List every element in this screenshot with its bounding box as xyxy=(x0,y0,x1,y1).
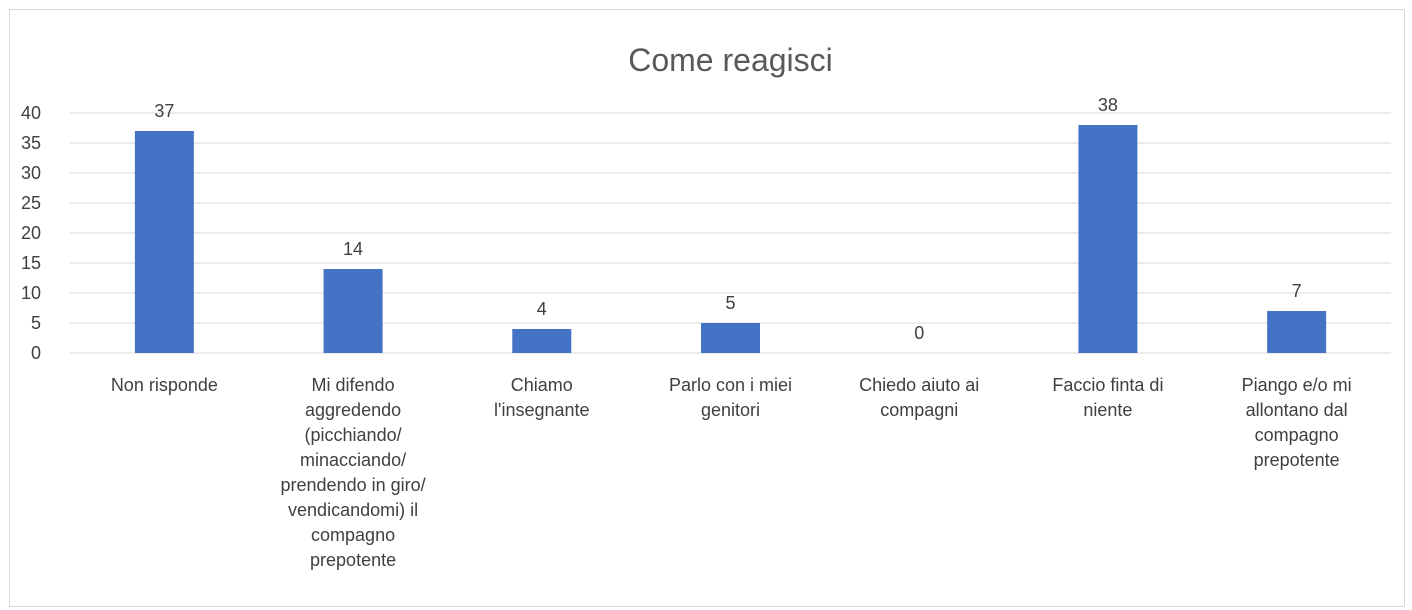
data-label: 5 xyxy=(725,293,735,313)
y-tick-label: 20 xyxy=(21,223,41,243)
data-label: 0 xyxy=(914,323,924,343)
bars xyxy=(134,125,1327,353)
y-axis-ticks: 0 5 10 15 20 25 30 35 40 xyxy=(21,103,41,363)
chart-title: Come reagisci xyxy=(628,42,833,78)
y-tick-label: 15 xyxy=(21,253,41,273)
y-tick-label: 30 xyxy=(21,163,41,183)
data-label: 38 xyxy=(1098,95,1118,115)
y-tick-label: 25 xyxy=(21,193,41,213)
data-label: 7 xyxy=(1292,281,1302,301)
data-label: 37 xyxy=(154,101,174,121)
y-tick-label: 0 xyxy=(31,343,41,363)
bar xyxy=(701,323,760,353)
bar xyxy=(323,269,383,353)
category-label: Piango e/o mi allontano dal compagno prepot… xyxy=(1242,375,1352,470)
category-label: Chiamo l'insegnante xyxy=(494,375,590,420)
y-tick-label: 5 xyxy=(31,313,41,333)
chart-area: Come reagisci 0 5 10 15 20 25 30 35 40 37 14 4 5 0 38… xyxy=(9,9,1405,607)
category-label: Chiedo aiuto ai compagni xyxy=(859,375,979,420)
y-tick-label: 35 xyxy=(21,133,41,153)
bar xyxy=(512,329,572,353)
y-tick-label: 40 xyxy=(21,103,41,123)
category-label: Non risponde xyxy=(111,375,218,395)
bar xyxy=(1267,311,1327,353)
category-labels: Non risponde Mi difendo aggredendo (picchia… xyxy=(111,375,1352,570)
category-label: Parlo con i miei genitori xyxy=(669,375,792,420)
category-label: Mi difendo aggredendo (picchiando/minaccia… xyxy=(281,375,426,570)
data-label: 14 xyxy=(343,239,363,259)
category-label: Faccio finta di niente xyxy=(1052,375,1163,420)
bar-chart: Come reagisci 0 5 10 15 20 25 30 35 40 37 14 4 5 0 38… xyxy=(21,42,1391,570)
bar xyxy=(1078,125,1138,353)
y-tick-label: 10 xyxy=(21,283,41,303)
data-labels: 37 14 4 5 0 38 7 xyxy=(154,95,1301,343)
gridlines xyxy=(70,112,1391,354)
data-label: 4 xyxy=(537,299,547,319)
bar xyxy=(134,131,194,353)
